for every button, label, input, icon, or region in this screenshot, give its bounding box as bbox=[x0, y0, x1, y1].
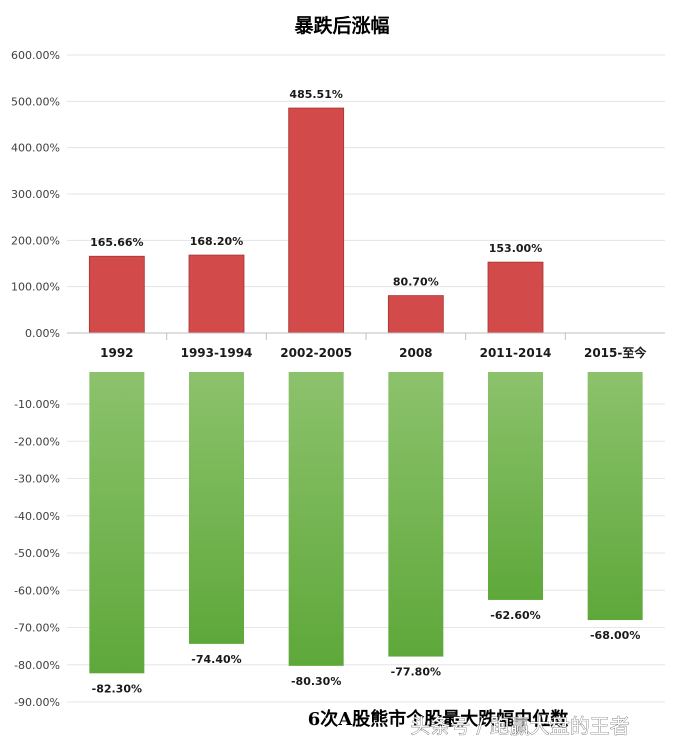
drawdown-chart-title: 6次A股熊市个股最大跌幅中位数 bbox=[308, 708, 569, 730]
drawdown-y-tick-label: -80.00% bbox=[14, 659, 60, 672]
gain-chart: 暴跌后涨幅 0.00% 100.00% 200.00% 300.00% 400.00% 5… bbox=[11, 14, 665, 360]
drawdown-data-label: -82.30% bbox=[92, 682, 142, 695]
x-category-label: 2015-至今 bbox=[584, 345, 647, 360]
gain-data-label: 80.70% bbox=[393, 276, 439, 289]
gain-data-label: 165.66% bbox=[90, 236, 143, 249]
drawdown-chart-y-axis: -10.00% -20.00% -30.00% -40.00% -50.00% -60.0… bbox=[14, 398, 60, 709]
gain-bar bbox=[387, 295, 444, 334]
gain-bar bbox=[487, 261, 544, 334]
drawdown-bar bbox=[488, 372, 543, 600]
gain-bar bbox=[188, 254, 245, 334]
drawdown-chart-data-labels: -82.30% -74.40% -80.30% -77.80% -62.60% -68.0… bbox=[92, 609, 641, 695]
drawdown-y-tick-label: -10.00% bbox=[14, 398, 60, 411]
gain-chart-y-axis: 0.00% 100.00% 200.00% 300.00% 400.00% 500.00%… bbox=[11, 49, 60, 340]
drawdown-bar bbox=[189, 372, 244, 644]
x-category-label: 2002-2005 bbox=[280, 346, 352, 360]
gain-y-tick-label: 100.00% bbox=[11, 281, 60, 294]
gain-y-tick-label: 500.00% bbox=[11, 95, 60, 108]
watermark-text: 头条号 / 跑赢大盘的王者 bbox=[410, 714, 629, 738]
drawdown-chart-gridlines bbox=[67, 403, 665, 703]
x-category-label: 2011-2014 bbox=[480, 346, 552, 360]
drawdown-bar bbox=[587, 372, 643, 621]
gain-y-tick-label: 0.00% bbox=[25, 327, 60, 340]
x-category-label: 1993-1994 bbox=[181, 346, 253, 360]
gain-y-tick-label: 400.00% bbox=[11, 142, 60, 155]
drawdown-bar bbox=[89, 372, 145, 674]
drawdown-y-tick-label: -60.00% bbox=[14, 584, 60, 597]
drawdown-data-label: -74.40% bbox=[191, 653, 241, 666]
drawdown-data-label: -68.00% bbox=[590, 629, 640, 642]
gain-data-label: 168.20% bbox=[190, 235, 243, 248]
drawdown-data-label: -62.60% bbox=[490, 609, 540, 622]
gain-data-label: 153.00% bbox=[489, 242, 542, 255]
gain-chart-data-labels: 165.66% 168.20% 485.51% 80.70% 153.00% bbox=[90, 88, 542, 289]
gain-bar bbox=[88, 255, 145, 334]
drawdown-data-label: -80.30% bbox=[291, 675, 341, 688]
drawdown-bar bbox=[288, 372, 344, 666]
drawdown-y-tick-label: -30.00% bbox=[14, 473, 60, 486]
drawdown-data-label: -77.80% bbox=[391, 666, 441, 679]
gain-chart-bars bbox=[88, 107, 544, 334]
x-category-label: 2008 bbox=[399, 346, 432, 360]
drawdown-chart: -10.00% -20.00% -30.00% -40.00% -50.00% -60.0… bbox=[14, 372, 665, 730]
drawdown-y-tick-label: -40.00% bbox=[14, 510, 60, 523]
gain-chart-gridlines bbox=[67, 54, 665, 288]
x-category-label: 1992 bbox=[100, 346, 133, 360]
gain-y-tick-label: 200.00% bbox=[11, 234, 60, 247]
gain-y-tick-label: 600.00% bbox=[11, 49, 60, 62]
drawdown-chart-bars bbox=[89, 372, 643, 674]
gain-bar bbox=[288, 107, 345, 334]
drawdown-y-tick-label: -70.00% bbox=[14, 622, 60, 635]
gain-y-tick-label: 300.00% bbox=[11, 188, 60, 201]
gain-data-label: 485.51% bbox=[289, 88, 342, 101]
gain-chart-x-axis: 1992 1993-1994 2002-2005 2008 2011-2014 2015-… bbox=[100, 333, 647, 360]
drawdown-bar bbox=[388, 372, 444, 657]
drawdown-y-tick-label: -20.00% bbox=[14, 435, 60, 448]
drawdown-y-tick-label: -50.00% bbox=[14, 547, 60, 560]
gain-chart-title: 暴跌后涨幅 bbox=[294, 14, 389, 37]
drawdown-y-tick-label: -90.00% bbox=[14, 696, 60, 709]
